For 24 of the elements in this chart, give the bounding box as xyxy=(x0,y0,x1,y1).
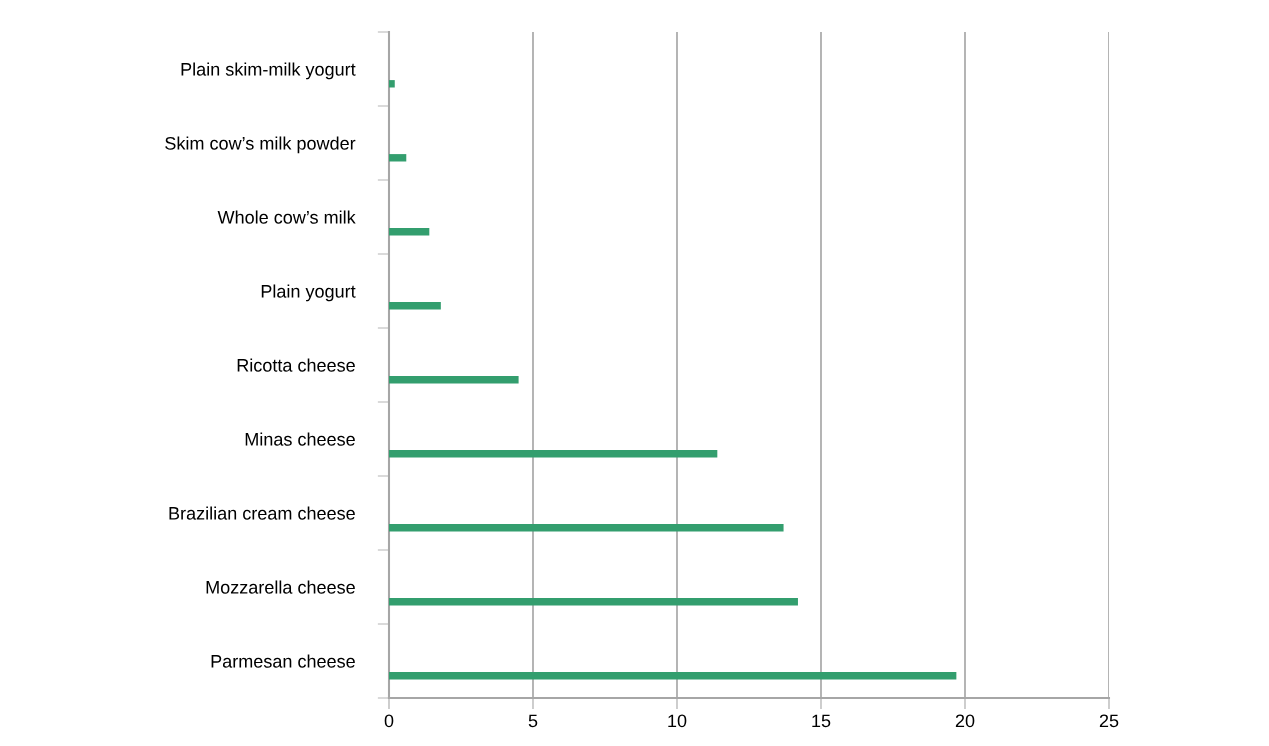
y-tick-label: Whole cow’s milk xyxy=(217,210,356,224)
y-tick-label: Ricotta cheese xyxy=(237,358,355,372)
bar xyxy=(389,376,519,384)
y-tick-label: Mozzarella cheese xyxy=(206,580,355,594)
y-tick-label: Plain yogurt xyxy=(261,284,356,302)
y-tick-label: Skim cow’s milk powder xyxy=(165,136,356,154)
y-tick-label: Brazilian cream cheese xyxy=(169,506,355,520)
bar xyxy=(389,524,784,532)
bar xyxy=(389,598,798,606)
bar xyxy=(389,80,395,88)
y-tick-label: Minas cheese xyxy=(245,432,355,446)
y-tick-label: Plain skim-milk yogurt xyxy=(181,62,356,80)
bar xyxy=(389,672,957,680)
x-tick-label: 5 xyxy=(528,714,538,728)
bar xyxy=(389,450,718,458)
x-tick-label: 15 xyxy=(812,714,831,728)
bar xyxy=(389,154,407,162)
x-tick-label: 25 xyxy=(1099,714,1119,728)
x-tick-label: 10 xyxy=(668,714,687,728)
bar xyxy=(389,228,430,236)
x-tick-label: 0 xyxy=(384,714,394,728)
bar xyxy=(389,302,441,310)
x-tick-label: 20 xyxy=(955,714,975,728)
y-tick-label: Parmesan cheese xyxy=(211,654,355,668)
